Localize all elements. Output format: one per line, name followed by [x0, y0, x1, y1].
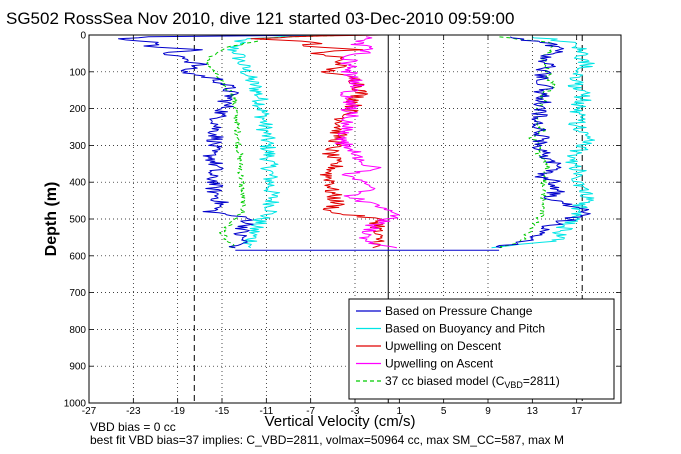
- x-tick-label: 1: [397, 406, 403, 417]
- legend-entry-label: Based on Pressure Change: [385, 304, 533, 318]
- footer-vbd-bias: VBD bias = 0 cc: [90, 420, 176, 434]
- y-tick-label: 900: [69, 362, 86, 373]
- x-tick-label: 5: [441, 406, 447, 417]
- chart-title: SG502 RossSea Nov 2010, dive 121 started…: [6, 9, 514, 28]
- chart-legend: Based on Pressure Change Based on Buoyanc…: [348, 298, 615, 400]
- x-tick-labels: -27 -23 -19 -15 -11 -7 -3 1 5 9 13 17: [82, 406, 583, 417]
- x-tick-label: 9: [485, 406, 491, 417]
- y-tick-label: 800: [69, 325, 86, 336]
- y-tick-label: 100: [69, 67, 86, 78]
- legend-entry-label: 37 cc biased model (C: [385, 374, 505, 388]
- x-tick-label: -3: [351, 406, 360, 417]
- x-tick-label: 13: [527, 406, 539, 417]
- y-tick-labels: 0 100 200 300 400 500 600 700 800 900 1000: [64, 31, 87, 410]
- series-descent-line: [206, 34, 356, 249]
- series-3: [334, 36, 400, 249]
- x-tick-label: -19: [170, 406, 185, 417]
- grid-lines: [89, 35, 621, 403]
- y-axis-label: Depth (m): [43, 182, 60, 257]
- x-tick-label: 17: [571, 406, 583, 417]
- legend-entry: 37 cc biased model (CVBD=2811): [385, 374, 560, 390]
- series-descent-line: [227, 34, 347, 249]
- series-4: [206, 34, 556, 249]
- legend-box: [348, 298, 615, 400]
- x-tick-label: -15: [215, 406, 230, 417]
- x-tick-label: -7: [306, 406, 315, 417]
- y-tick-label: 0: [80, 31, 86, 42]
- series-line: [334, 36, 400, 249]
- footer-best-fit: best fit VBD bias=37 implies: C_VBD=2811…: [90, 433, 564, 447]
- legend-entry: Upwelling on Ascent: [385, 357, 494, 371]
- series-ascent-line: [499, 36, 556, 249]
- x-tick-label: -11: [259, 406, 273, 417]
- legend-entry: Based on Buoyancy and Pitch: [385, 322, 545, 336]
- legend-entry-subscript: VBD: [504, 380, 523, 390]
- y-tick-label: 200: [69, 104, 86, 115]
- x-tick-label: -23: [126, 406, 141, 417]
- x-tick-label: -27: [82, 406, 97, 417]
- y-tick-label: 300: [69, 141, 86, 152]
- series-ascent-line: [495, 36, 591, 249]
- legend-entry-label: Upwelling on Descent: [385, 339, 502, 353]
- legend-entry: Upwelling on Descent: [385, 339, 502, 353]
- legend-entry-label: Upwelling on Ascent: [385, 357, 494, 371]
- y-tick-label: 700: [69, 288, 86, 299]
- series-descent-line: [118, 34, 328, 249]
- series-1: [227, 34, 595, 249]
- legend-entry: Based on Pressure Change: [385, 304, 533, 318]
- data-series: [118, 34, 595, 251]
- y-tick-label: 1000: [64, 399, 87, 410]
- y-tick-label: 600: [69, 251, 86, 262]
- series-ascent-line: [491, 36, 595, 249]
- y-tick-label: 500: [69, 215, 86, 226]
- x-axis-label: Vertical Velocity (cm/s): [265, 413, 416, 430]
- legend-entry-label: Based on Buoyancy and Pitch: [385, 322, 545, 336]
- y-tick-label: 400: [69, 178, 86, 189]
- series-0: [118, 34, 591, 249]
- legend-entry-suffix: =2811): [523, 374, 560, 388]
